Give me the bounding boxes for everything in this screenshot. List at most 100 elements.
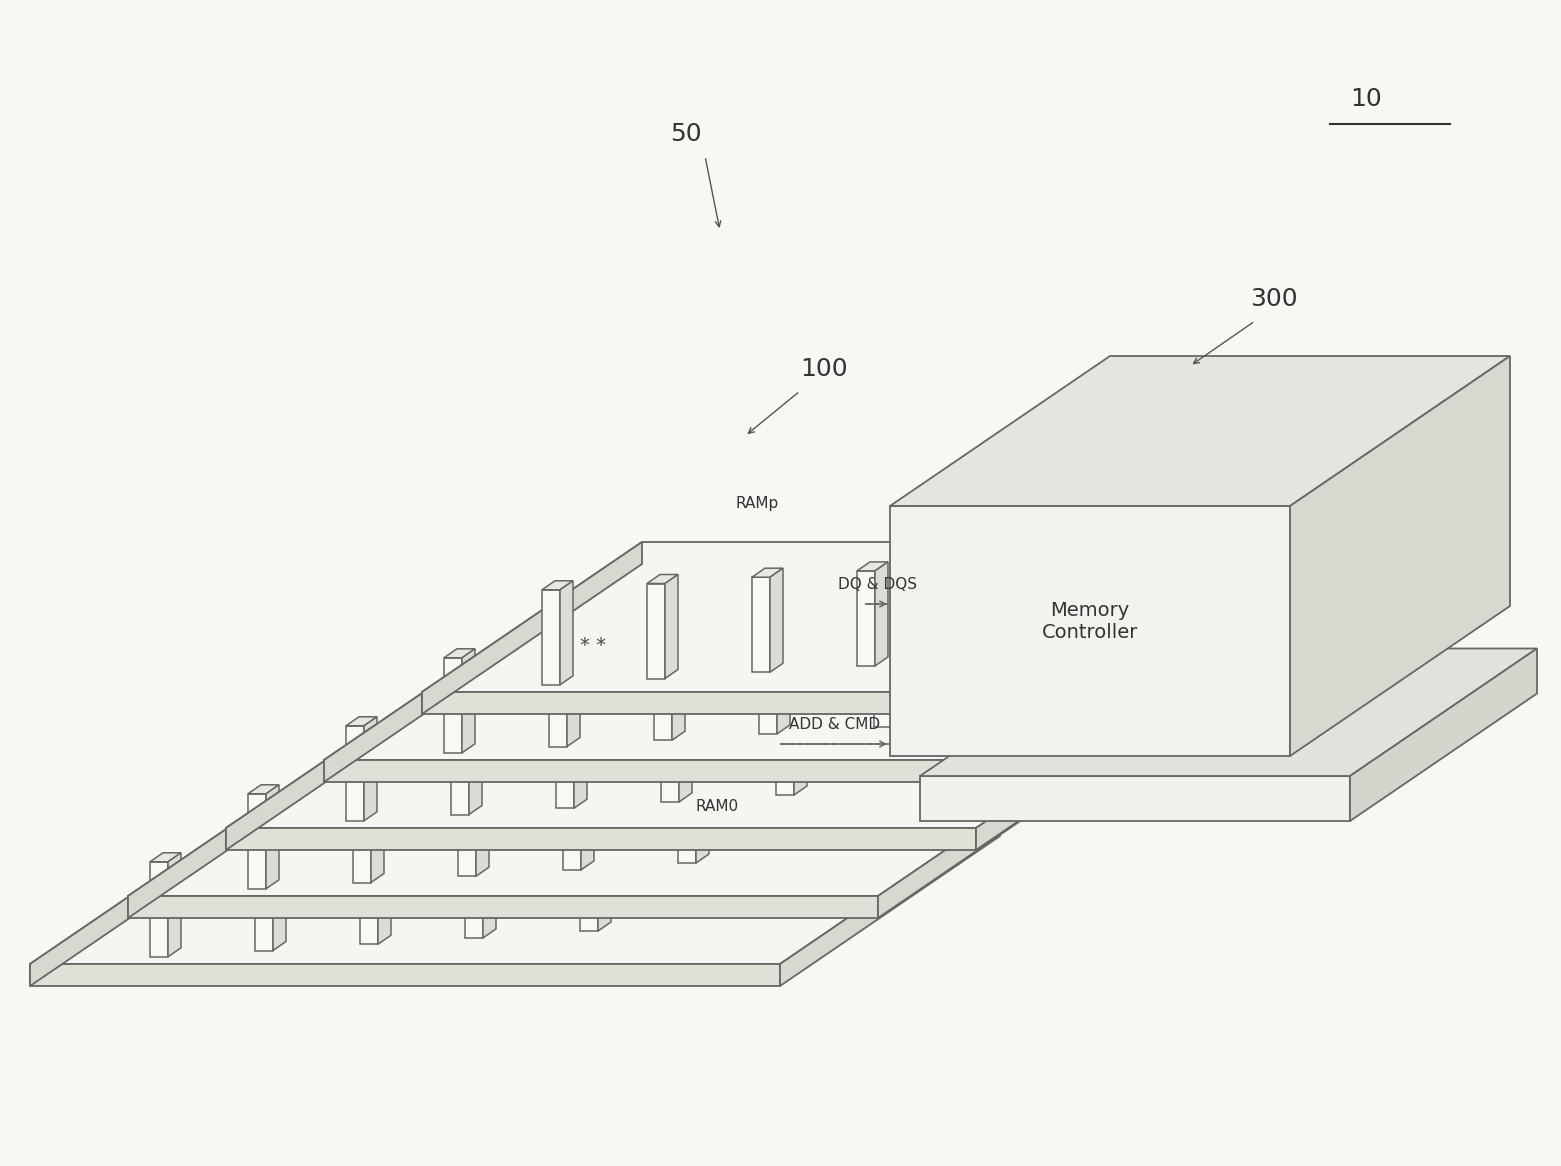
Polygon shape [679, 698, 692, 802]
Polygon shape [226, 677, 446, 850]
Polygon shape [770, 568, 784, 673]
Polygon shape [671, 637, 685, 740]
Text: 10: 10 [1350, 87, 1381, 111]
Polygon shape [795, 691, 807, 795]
Polygon shape [468, 710, 482, 815]
Polygon shape [226, 677, 1196, 828]
Polygon shape [665, 575, 677, 679]
Polygon shape [128, 746, 1097, 895]
Polygon shape [273, 847, 286, 950]
Polygon shape [646, 583, 665, 679]
Polygon shape [857, 562, 888, 571]
Polygon shape [660, 707, 679, 802]
Polygon shape [150, 852, 181, 862]
Polygon shape [353, 779, 384, 787]
Polygon shape [874, 623, 905, 632]
Polygon shape [1350, 648, 1538, 821]
Polygon shape [549, 642, 581, 652]
Polygon shape [556, 704, 587, 714]
Polygon shape [364, 717, 378, 821]
Polygon shape [325, 610, 543, 782]
Polygon shape [677, 759, 709, 768]
Polygon shape [976, 677, 1196, 850]
Polygon shape [169, 852, 181, 957]
Polygon shape [128, 746, 348, 918]
Polygon shape [325, 760, 1074, 782]
Polygon shape [660, 698, 692, 707]
Polygon shape [542, 590, 560, 684]
Polygon shape [890, 356, 1509, 506]
Polygon shape [378, 841, 390, 944]
Text: ADD & CMD: ADD & CMD [790, 717, 880, 732]
Polygon shape [476, 772, 489, 876]
Polygon shape [254, 856, 273, 950]
Polygon shape [361, 841, 390, 849]
Polygon shape [254, 847, 286, 856]
Polygon shape [347, 725, 364, 821]
Polygon shape [457, 781, 476, 876]
Polygon shape [776, 691, 807, 700]
Polygon shape [421, 542, 1392, 691]
Polygon shape [150, 862, 169, 957]
Polygon shape [560, 581, 573, 684]
Polygon shape [919, 648, 1538, 777]
Polygon shape [876, 562, 888, 666]
Polygon shape [128, 895, 877, 918]
Polygon shape [777, 630, 790, 733]
Polygon shape [574, 704, 587, 808]
Polygon shape [372, 779, 384, 883]
Polygon shape [421, 691, 1172, 714]
Polygon shape [564, 766, 595, 775]
Polygon shape [598, 827, 610, 930]
Polygon shape [248, 794, 265, 888]
Polygon shape [451, 710, 482, 719]
Polygon shape [776, 700, 795, 795]
Polygon shape [549, 652, 567, 746]
Polygon shape [874, 632, 891, 726]
Polygon shape [30, 814, 250, 986]
Polygon shape [1172, 542, 1392, 714]
Polygon shape [564, 775, 581, 870]
Polygon shape [973, 555, 1004, 564]
Polygon shape [696, 759, 709, 863]
Text: DQ & DQS: DQ & DQS [838, 577, 916, 592]
Polygon shape [361, 849, 378, 944]
Polygon shape [347, 717, 378, 725]
Polygon shape [780, 814, 1001, 986]
Polygon shape [581, 827, 610, 836]
Polygon shape [248, 785, 279, 794]
Polygon shape [759, 639, 777, 733]
Polygon shape [542, 581, 573, 590]
Text: 300: 300 [1250, 287, 1297, 311]
Text: 100: 100 [799, 357, 848, 381]
Polygon shape [919, 777, 1350, 821]
Polygon shape [462, 648, 475, 753]
Polygon shape [567, 642, 581, 746]
Polygon shape [646, 575, 677, 583]
Polygon shape [482, 834, 496, 937]
Polygon shape [581, 766, 595, 870]
Polygon shape [877, 746, 1097, 918]
Polygon shape [677, 768, 696, 863]
Polygon shape [556, 714, 574, 808]
Polygon shape [30, 964, 780, 986]
Polygon shape [759, 630, 790, 639]
Polygon shape [654, 637, 685, 645]
Polygon shape [443, 658, 462, 753]
Text: * *: * * [581, 635, 606, 655]
Polygon shape [752, 568, 784, 577]
Text: 50: 50 [670, 122, 701, 146]
Polygon shape [990, 555, 1004, 659]
Polygon shape [654, 645, 671, 740]
Polygon shape [973, 564, 990, 659]
Polygon shape [465, 843, 482, 937]
Polygon shape [457, 772, 489, 781]
Polygon shape [443, 648, 475, 658]
Polygon shape [890, 506, 1289, 756]
Polygon shape [1289, 356, 1509, 756]
Polygon shape [857, 571, 876, 666]
Polygon shape [581, 836, 598, 930]
Polygon shape [265, 785, 279, 888]
Polygon shape [1074, 610, 1294, 782]
Polygon shape [752, 577, 770, 673]
